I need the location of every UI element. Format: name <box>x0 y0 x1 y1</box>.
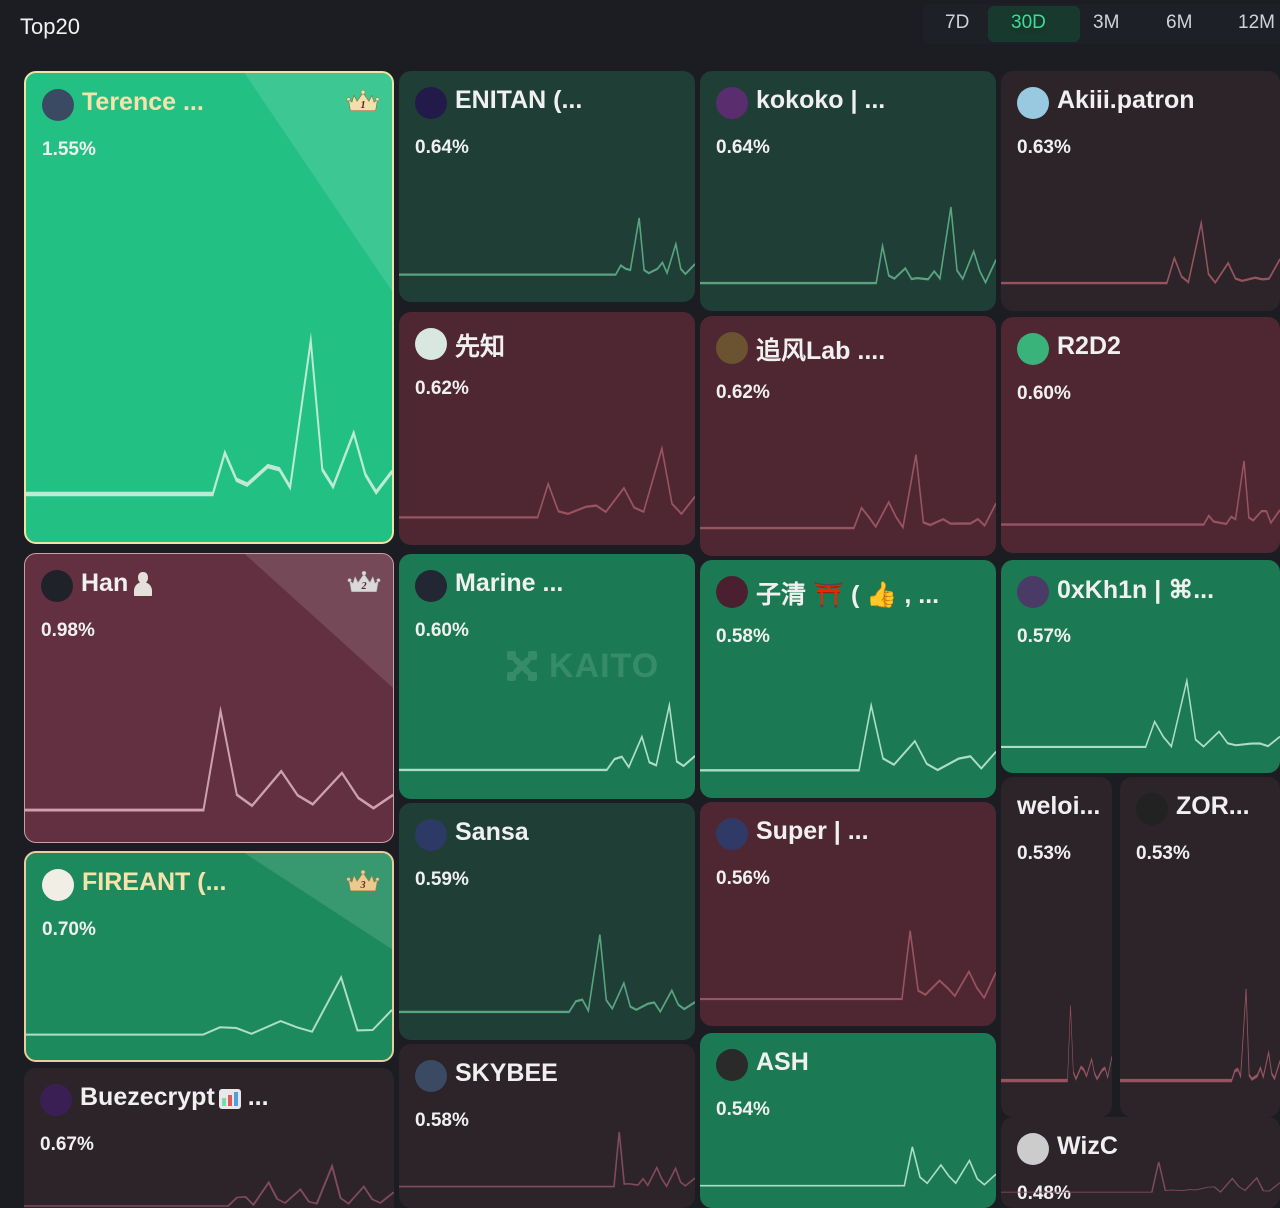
svg-text:2: 2 <box>360 581 366 592</box>
svg-text:1: 1 <box>360 100 365 111</box>
svg-text:3: 3 <box>359 880 365 891</box>
